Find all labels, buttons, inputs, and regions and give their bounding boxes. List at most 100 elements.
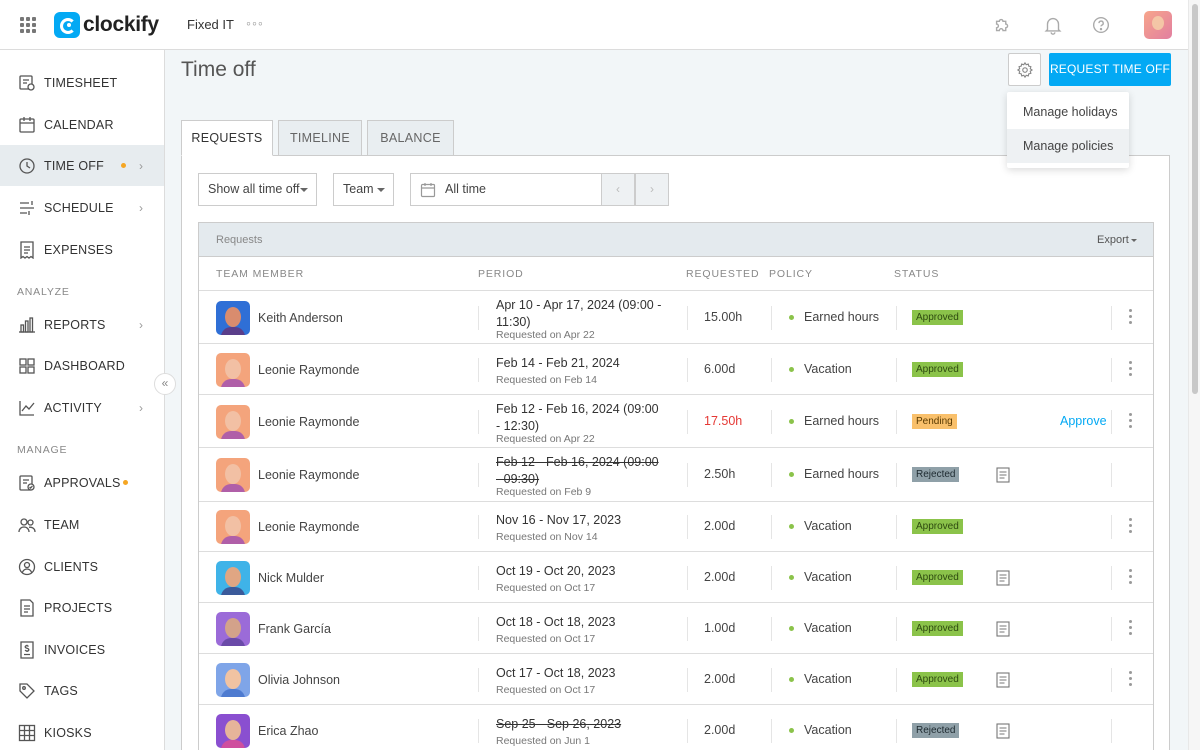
member-name[interactable]: Keith Anderson — [258, 310, 343, 325]
divider — [687, 515, 688, 539]
member-name[interactable]: Frank García — [258, 621, 331, 636]
menu-item-manage-policies[interactable]: Manage policies — [1007, 129, 1129, 163]
column-status[interactable]: STATUS — [894, 268, 940, 280]
menu-item-manage-holidays[interactable]: Manage holidays — [1023, 105, 1118, 119]
timesheet-icon — [19, 74, 35, 91]
table-row[interactable]: Leonie Raymonde Nov 16 - Nov 17, 2023 Re… — [199, 502, 1153, 552]
user-avatar[interactable] — [1144, 11, 1172, 39]
puzzle-icon[interactable] — [992, 14, 1014, 36]
more-actions-icon[interactable] — [1129, 619, 1133, 636]
column-policy[interactable]: POLICY — [769, 268, 813, 280]
note-icon[interactable] — [996, 723, 1010, 739]
requested-amount: 2.00d — [704, 671, 736, 686]
sidebar-item-dashboard[interactable]: DASHBOARD — [0, 345, 164, 386]
more-actions-icon[interactable] — [1129, 568, 1133, 585]
table-row[interactable]: Keith Anderson Apr 10 - Apr 17, 2024 (09… — [199, 291, 1153, 344]
tab-balance[interactable]: BALANCE — [367, 120, 454, 156]
divider — [687, 719, 688, 743]
clockify-logo[interactable]: clockify — [54, 12, 159, 38]
sidebar-item-tags[interactable]: TAGS — [0, 670, 164, 711]
sidebar-item-kiosks[interactable]: KIOSKS — [0, 712, 164, 750]
member-name[interactable]: Erica Zhao — [258, 724, 319, 738]
divider — [687, 667, 688, 692]
more-actions-icon[interactable] — [1129, 360, 1133, 377]
bell-icon[interactable] — [1042, 14, 1064, 36]
team-icon — [18, 517, 36, 532]
date-next-button[interactable]: › — [635, 173, 669, 206]
tab-requests[interactable]: REQUESTS — [181, 120, 273, 156]
period-text: Feb 12 - Feb 16, 2024 (09:00 - 09:30) — [496, 455, 659, 486]
note-icon[interactable] — [996, 671, 1010, 688]
sidebar-item-clients[interactable]: CLIENTS — [0, 546, 164, 587]
more-actions-icon[interactable] — [1129, 412, 1133, 429]
show-filter-select[interactable]: Show all time off — [198, 173, 317, 206]
note-icon[interactable] — [996, 620, 1010, 637]
date-prev-button[interactable]: ‹ — [601, 173, 635, 206]
note-icon[interactable] — [996, 569, 1010, 586]
note-icon[interactable] — [996, 467, 1010, 483]
status-badge: Rejected — [912, 723, 960, 738]
workspace-name[interactable]: Fixed IT — [187, 17, 234, 32]
sidebar-item-reports[interactable]: REPORTS › — [0, 304, 164, 345]
app-grid-icon[interactable] — [20, 17, 36, 33]
member-name[interactable]: Leonie Raymonde — [258, 520, 360, 534]
table-row[interactable]: Leonie Raymonde Feb 14 - Feb 21, 2024 Re… — [199, 344, 1153, 395]
collapse-sidebar-button[interactable]: « — [154, 373, 176, 395]
sidebar-item-team[interactable]: TEAM — [0, 504, 164, 545]
date-range-picker[interactable]: All time — [410, 173, 602, 206]
divider — [771, 667, 772, 692]
period-text: Feb 14 - Feb 21, 2024 — [496, 355, 620, 370]
approve-button[interactable]: Approve — [1060, 413, 1107, 428]
more-actions-icon[interactable] — [1129, 670, 1133, 687]
requested-on-text: Requested on Oct 17 — [496, 632, 596, 645]
table-row[interactable]: Nick Mulder Oct 19 - Oct 20, 2023 Reques… — [199, 552, 1153, 603]
table-row[interactable]: Leonie Raymonde Feb 12 - Feb 16, 2024 (0… — [199, 395, 1153, 448]
sidebar-item-timesheet[interactable]: TIMESHEET — [0, 62, 164, 103]
requested-amount: 1.00d — [704, 620, 736, 635]
sidebar-item-expenses[interactable]: EXPENSES — [0, 229, 164, 270]
sidebar-item-invoices[interactable]: INVOICES — [0, 629, 164, 670]
member-name[interactable]: Leonie Raymonde — [258, 362, 360, 377]
divider — [687, 463, 688, 487]
member-name[interactable]: Olivia Johnson — [258, 672, 340, 687]
divider — [896, 616, 897, 641]
date-range-value: All time — [445, 182, 486, 196]
request-time-off-button[interactable]: REQUEST TIME OFF — [1049, 53, 1171, 86]
avatar — [216, 300, 250, 335]
table-header: Requests Export — [199, 223, 1153, 257]
settings-button[interactable] — [1008, 53, 1041, 86]
sidebar-item-label: DASHBOARD — [44, 358, 125, 373]
team-filter-select[interactable]: Team — [333, 173, 394, 206]
period-text: Oct 19 - Oct 20, 2023 — [496, 563, 616, 578]
help-icon[interactable] — [1090, 14, 1112, 36]
column-requested[interactable]: REQUESTED — [686, 268, 760, 280]
member-name[interactable]: Nick Mulder — [258, 570, 324, 585]
table-row[interactable]: Erica Zhao Sep 25 - Sep 26, 2023 Request… — [199, 705, 1153, 750]
sidebar-item-approvals[interactable]: APPROVALS — [0, 462, 164, 503]
table-row[interactable]: Leonie Raymonde Feb 12 - Feb 16, 2024 (0… — [199, 448, 1153, 502]
workspace-more-icon[interactable]: ◦◦◦ — [246, 15, 264, 31]
member-name[interactable]: Leonie Raymonde — [258, 468, 360, 482]
table-row[interactable]: Olivia Johnson Oct 17 - Oct 18, 2023 Req… — [199, 654, 1153, 705]
sidebar-item-activity[interactable]: ACTIVITY › — [0, 387, 164, 428]
policy-dot — [789, 676, 794, 682]
sidebar-item-calendar[interactable]: CALENDAR — [0, 104, 164, 145]
scrollbar-thumb[interactable] — [1192, 4, 1198, 394]
member-name[interactable]: Leonie Raymonde — [258, 414, 360, 429]
sidebar-item-time-off[interactable]: TIME OFF › — [0, 145, 164, 186]
column-team-member[interactable]: TEAM MEMBER — [216, 268, 305, 280]
sidebar-item-schedule[interactable]: SCHEDULE › — [0, 187, 164, 228]
more-actions-icon[interactable] — [1129, 518, 1133, 534]
gear-icon — [1016, 61, 1034, 79]
table-row[interactable]: Frank García Oct 18 - Oct 18, 2023 Reque… — [199, 603, 1153, 654]
divider — [771, 357, 772, 382]
sidebar-item-projects[interactable]: PROJECTS — [0, 587, 164, 628]
page-scrollbar[interactable] — [1188, 0, 1200, 750]
requested-amount: 6.00d — [704, 361, 736, 376]
policy-name: Vacation — [804, 723, 852, 737]
requested-on-text: Requested on Nov 14 — [496, 531, 598, 543]
more-actions-icon[interactable] — [1129, 308, 1133, 325]
column-period[interactable]: PERIOD — [478, 268, 524, 280]
tab-timeline[interactable]: TIMELINE — [278, 120, 362, 156]
export-button[interactable]: Export — [1097, 234, 1129, 246]
